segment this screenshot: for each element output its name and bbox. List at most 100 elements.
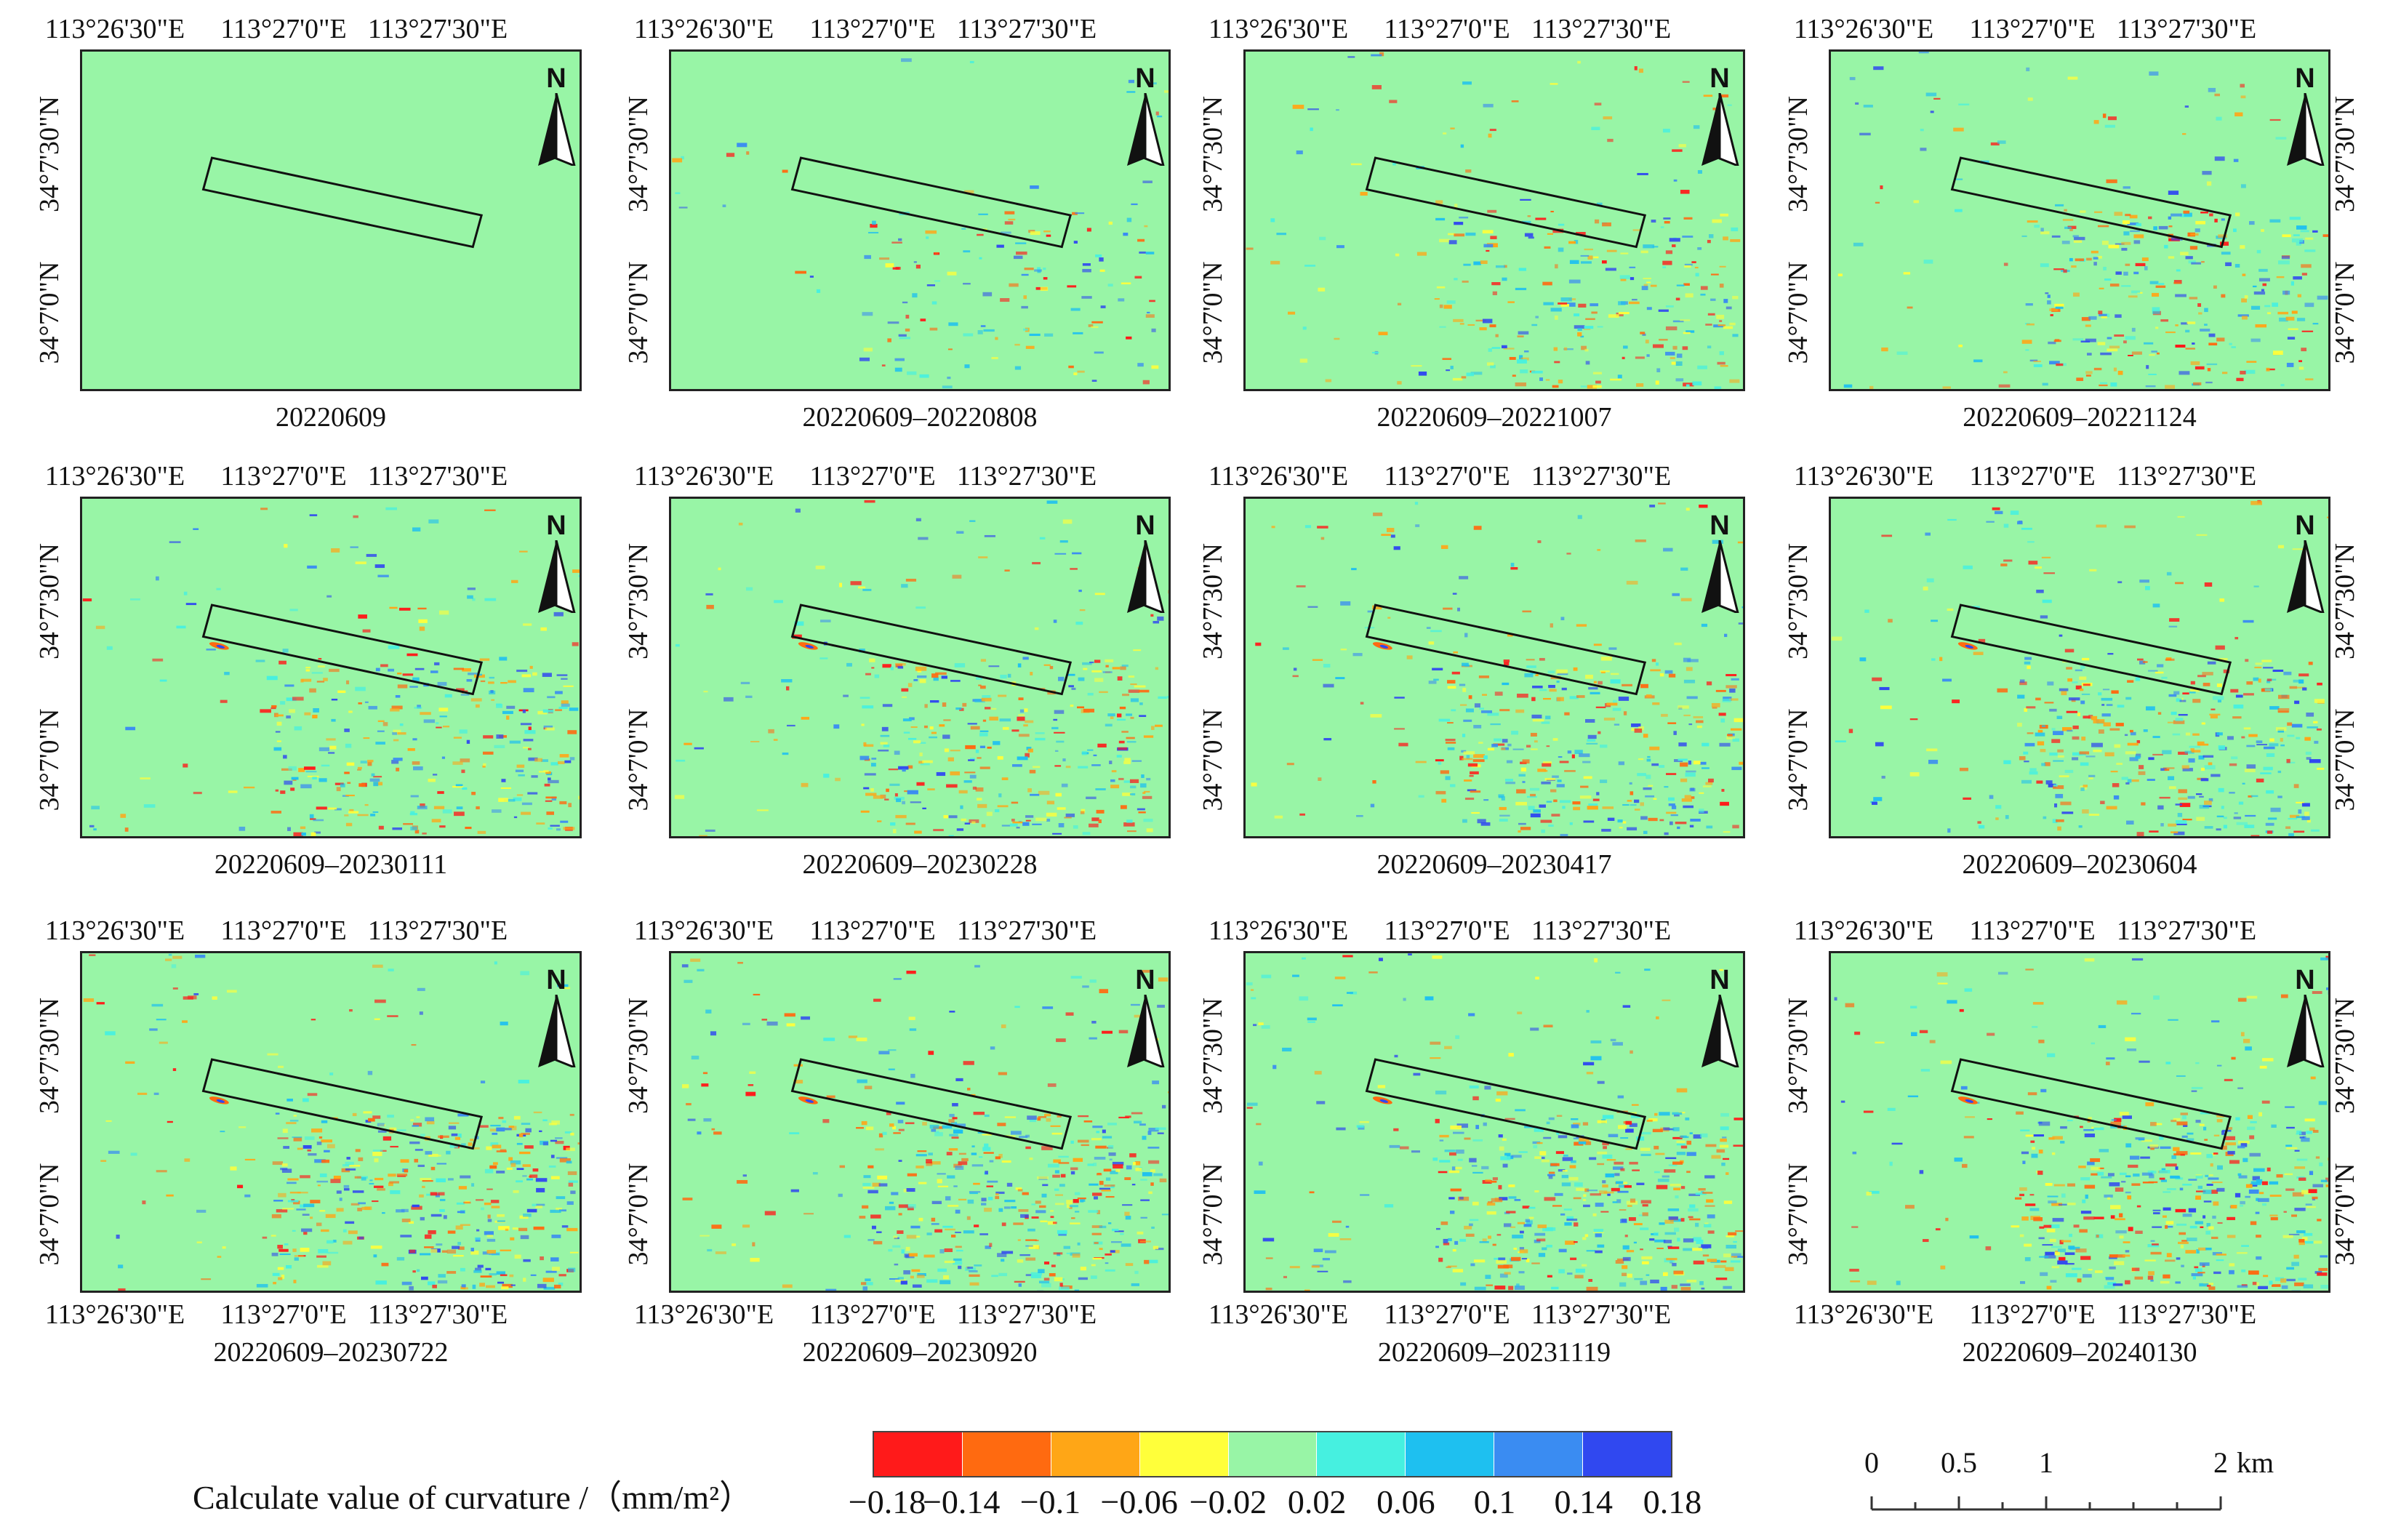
north-arrow-icon: N (531, 511, 582, 613)
north-label: N (546, 965, 566, 995)
curvature-field (82, 953, 580, 1291)
curvature-map (1829, 49, 2330, 391)
longitude-labels-top: 113°26'30"E 113°27'0"E 113°27'30"E (625, 462, 1207, 491)
longitude-tick-label: 113°26'30"E (44, 1299, 185, 1330)
curvature-map (80, 49, 582, 391)
study-area-outline (790, 156, 1073, 249)
longitude-tick-label: 113°26'30"E (633, 1299, 774, 1330)
latitude-tick-label: 34°7'0"N (2330, 261, 2360, 364)
map-panel: 113°26'30"E 113°27'0"E 113°27'30"E 113°26'3… (1783, 915, 2367, 1381)
study-area-outline (790, 603, 1073, 696)
longitude-tick-label: 113°27'0"E (220, 915, 347, 946)
epoch-date-label: 20220609–20230920 (802, 1337, 1038, 1368)
longitude-labels-top: 113°26'30"E 113°27'0"E 113°27'30"E (625, 15, 1207, 44)
curvature-legend: Calculate value of curvature /（mm/m²） −0… (0, 1418, 1745, 1540)
map-panel: 113°26'30"E 113°27'0"E 113°27'30"E 34°7'30"… (1783, 462, 2367, 927)
longitude-tick-label: 113°27'0"E (1969, 14, 2096, 44)
north-arrow-icon: N (2280, 511, 2330, 613)
latitude-tick-label: 34°7'0"N (623, 261, 654, 364)
epoch-date-label: 20220609–20230228 (802, 849, 1038, 880)
curvature-map (1243, 49, 1745, 391)
scale-unit: km (2237, 1446, 2274, 1479)
longitude-tick-label: 113°26'30"E (633, 915, 774, 946)
north-label: N (2295, 510, 2315, 541)
scale-label: 0 (1864, 1446, 1879, 1479)
epoch-date-label: 20220609–20230417 (1376, 849, 1612, 880)
latitude-tick-label: 34°7'0"N (34, 708, 65, 811)
colorbar-swatch (1583, 1432, 1672, 1476)
latitude-tick-label: 34°7'30"N (623, 998, 654, 1114)
latitude-tick-label: 34°7'0"N (623, 1163, 654, 1266)
epoch-date-label: 20220609–20231119 (1377, 1337, 1611, 1368)
colorbar-swatch (1317, 1432, 1406, 1476)
latitude-tick-label: 34°7'0"N (1783, 261, 1813, 364)
latitude-tick-label: 34°7'30"N (2330, 96, 2360, 212)
longitude-labels-top: 113°26'30"E 113°27'0"E 113°27'30"E (625, 916, 1207, 945)
longitude-tick-label: 113°26'30"E (1208, 461, 1349, 492)
longitude-tick-label: 113°27'30"E (1531, 461, 1672, 492)
latitude-tick-label: 34°7'0"N (1198, 261, 1228, 364)
latitude-tick-label: 34°7'0"N (2330, 1163, 2360, 1266)
north-arrow-icon: N (1694, 64, 1745, 166)
colorbar (873, 1431, 1672, 1477)
longitude-labels-bottom: 113°26'30"E 113°27'0"E 113°27'30"E (1785, 1300, 2367, 1329)
colorbar-swatch (1406, 1432, 1495, 1476)
colorbar-tick-label: −0.18 (848, 1483, 926, 1520)
latitude-tick-label: 34°7'0"N (34, 261, 65, 364)
latitude-tick-label: 34°7'30"N (1198, 543, 1228, 659)
epoch-date-label: 20220609–20240130 (1962, 1337, 2197, 1368)
longitude-tick-label: 113°27'30"E (956, 14, 1097, 44)
study-area-outline (201, 156, 484, 249)
longitude-tick-label: 113°26'30"E (1793, 915, 1934, 946)
longitude-tick-label: 113°27'0"E (809, 915, 936, 946)
north-label: N (1709, 63, 1730, 94)
curvature-field (1246, 953, 1743, 1291)
curvature-map (80, 951, 582, 1293)
north-label: N (1709, 965, 1730, 995)
curvature-map (669, 497, 1171, 838)
colorbar-tick-label: −0.14 (922, 1483, 1001, 1520)
map-panel: 113°26'30"E 113°27'0"E 113°27'30"E 34°7'30"… (1198, 15, 1781, 480)
colorbar-tick-label: 0.02 (1287, 1483, 1347, 1520)
longitude-tick-label: 113°27'30"E (956, 461, 1097, 492)
latitude-tick-label: 34°7'30"N (1783, 998, 1813, 1114)
latitude-tick-label: 34°7'0"N (1198, 1163, 1228, 1266)
longitude-tick-label: 113°27'30"E (2116, 1299, 2257, 1330)
latitude-tick-label: 34°7'30"N (623, 543, 654, 659)
epoch-date-label: 20220609–20220808 (802, 402, 1038, 433)
latitude-tick-label: 34°7'0"N (1783, 1163, 1813, 1266)
curvature-field (1246, 499, 1743, 836)
north-arrow-icon: N (1694, 966, 1745, 1067)
colorbar-swatch (1494, 1432, 1584, 1476)
longitude-tick-label: 113°26'30"E (633, 461, 774, 492)
longitude-labels-top: 113°26'30"E 113°27'0"E 113°27'30"E (1785, 462, 2367, 491)
north-arrow-icon: N (1120, 64, 1171, 166)
longitude-labels-bottom: 113°26'30"E 113°27'0"E 113°27'30"E (1200, 1300, 1781, 1329)
longitude-tick-label: 113°27'0"E (220, 14, 347, 44)
colorbar-swatch (1228, 1432, 1318, 1476)
north-arrow-icon: N (2280, 966, 2330, 1067)
latitude-tick-label: 34°7'30"N (2330, 998, 2360, 1114)
curvature-field (671, 52, 1169, 389)
scale-label: 1 (2039, 1446, 2053, 1479)
epoch-date-label: 20220609–20230111 (214, 849, 448, 880)
colorbar-swatch (1051, 1432, 1140, 1476)
north-label: N (1135, 965, 1155, 995)
longitude-tick-label: 113°27'0"E (1969, 1299, 2096, 1330)
latitude-tick-label: 34°7'30"N (1783, 96, 1813, 212)
longitude-tick-label: 113°26'30"E (633, 14, 774, 44)
north-arrow-icon: N (1120, 966, 1171, 1067)
latitude-tick-label: 34°7'30"N (34, 543, 65, 659)
study-area-outline (1365, 156, 1647, 249)
longitude-labels-bottom: 113°26'30"E 113°27'0"E 113°27'30"E (36, 1300, 618, 1329)
north-label: N (1709, 510, 1730, 541)
longitude-tick-label: 113°27'30"E (367, 461, 508, 492)
curvature-field (671, 499, 1169, 836)
colorbar-swatch (874, 1432, 963, 1476)
study-area-outline (1950, 1058, 2232, 1150)
longitude-tick-label: 113°27'30"E (956, 915, 1097, 946)
scale-bar: 0 0.5 1 2 km (1861, 1446, 2274, 1527)
study-area-outline (1365, 603, 1647, 696)
north-arrow-icon: N (2280, 64, 2330, 166)
map-panel: 113°26'30"E 113°27'0"E 113°27'30"E 34°7'30"… (34, 461, 618, 927)
